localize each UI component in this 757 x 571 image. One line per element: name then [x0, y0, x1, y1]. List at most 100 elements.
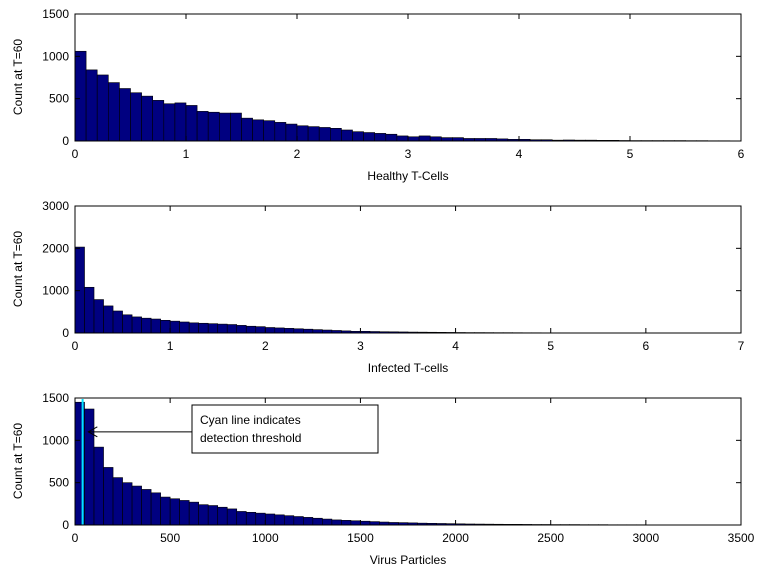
healthy-tcells-bar-22 — [318, 127, 331, 142]
virus-particles-bar-24 — [303, 517, 314, 526]
virus-particles-bar-1 — [84, 408, 95, 526]
infected-tcells-bar-20 — [264, 327, 276, 334]
virus-particles-xtick-label-3: 1500 — [347, 531, 374, 545]
healthy-tcells-bar-8 — [163, 103, 176, 142]
virus-particles-bar-2 — [93, 446, 104, 526]
healthy-tcells-xtick-label-0: 0 — [72, 147, 79, 161]
virus-particles-bar-23 — [293, 516, 304, 526]
infected-tcells-xtick-label-7: 7 — [738, 339, 745, 353]
infected-tcells-bar-9 — [160, 319, 171, 334]
infected-tcells-bars — [74, 246, 742, 334]
virus-particles-bar-20 — [264, 513, 276, 526]
infected-tcells-ytick-label-1: 1000 — [42, 284, 69, 298]
infected-tcells-bar-13 — [198, 322, 209, 334]
annotation-line-1: Cyan line indicates — [200, 413, 301, 427]
healthy-tcells-bar-33 — [440, 137, 453, 142]
infected-tcells-xtick-label-6: 6 — [643, 339, 650, 353]
healthy-tcells-bar-1 — [85, 69, 98, 142]
virus-particles-bar-16 — [226, 508, 238, 526]
virus-particles-bar-25 — [312, 517, 323, 526]
infected-tcells-bar-1 — [84, 286, 95, 334]
healthy-tcells-bar-29 — [396, 135, 409, 142]
healthy-tcells-bar-28 — [385, 133, 398, 142]
infected-tcells-bar-21 — [274, 327, 285, 334]
healthy-tcells-ticks: 0 1 2 3 4 5 6 0 500 1000 1500 — [42, 7, 744, 161]
virus-particles-ticks: 0 500 1000 1500 2000 2500 3000 3500 0 500 1000 1500 — [42, 391, 754, 545]
virus-particles-bar-7 — [141, 489, 152, 526]
infected-tcells-bar-18 — [245, 325, 257, 334]
healthy-tcells-bar-16 — [252, 119, 265, 142]
infected-tcells-bar-0 — [74, 246, 85, 334]
healthy-tcells-bar-25 — [352, 131, 364, 142]
infected-tcells-histogram: 0 1 2 3 4 5 6 7 0 1000 2000 3000 Infected T-cells C… — [11, 199, 745, 375]
virus-particles-bar-10 — [169, 498, 180, 526]
virus-particles-bar-29 — [350, 520, 361, 526]
infected-tcells-bar-8 — [150, 318, 161, 334]
infected-tcells-ytick-label-3: 3000 — [42, 199, 69, 213]
healthy-tcells-ytick-label-1: 500 — [49, 92, 69, 106]
virus-particles-bars — [74, 401, 742, 526]
threshold-annotation: Cyan line indicates detection threshold — [87, 404, 379, 454]
healthy-tcells-bar-11 — [196, 111, 209, 142]
virus-particles-bar-28 — [341, 520, 352, 526]
virus-particles-ytick-label-1: 500 — [49, 476, 69, 490]
virus-particles-bar-11 — [179, 500, 190, 526]
virus-particles-bar-15 — [217, 506, 228, 526]
infected-tcells-bar-22 — [284, 328, 295, 334]
virus-particles-axes-frame — [74, 397, 742, 526]
infected-tcells-bar-3 — [103, 305, 114, 334]
annotation-line-2: detection threshold — [200, 431, 301, 445]
virus-particles-xtick-label-0: 0 — [72, 531, 79, 545]
healthy-tcells-bars — [74, 50, 742, 142]
infected-tcells-xlabel: Infected T-cells — [368, 361, 448, 375]
healthy-tcells-bar-32 — [429, 136, 442, 142]
virus-particles-ytick-label-0: 0 — [62, 518, 69, 532]
healthy-tcells-bar-21 — [307, 126, 320, 142]
healthy-tcells-xtick-label-3: 3 — [405, 147, 412, 161]
virus-particles-bar-26 — [322, 518, 333, 526]
infected-tcells-ytick-label-2: 2000 — [42, 241, 69, 255]
infected-tcells-bar-6 — [131, 316, 142, 334]
virus-particles-bar-22 — [284, 515, 295, 526]
healthy-tcells-bar-23 — [329, 128, 342, 142]
infected-tcells-bar-19 — [255, 326, 266, 334]
virus-particles-bar-13 — [198, 504, 209, 526]
virus-particles-bar-9 — [160, 496, 171, 526]
virus-particles-ytick-label-3: 1500 — [42, 391, 69, 405]
healthy-tcells-bar-24 — [341, 129, 353, 142]
virus-particles-xtick-label-4: 2000 — [442, 531, 469, 545]
healthy-tcells-ytick-label-3: 1500 — [42, 7, 69, 21]
infected-tcells-bar-25 — [312, 329, 323, 334]
infected-tcells-xtick-label-0: 0 — [72, 339, 79, 353]
healthy-tcells-bar-26 — [363, 132, 376, 142]
healthy-tcells-bar-0 — [74, 50, 87, 142]
infected-tcells-bar-14 — [207, 323, 219, 334]
healthy-tcells-bar-13 — [219, 112, 231, 142]
virus-particles-ylabel: Count at T=60 — [11, 423, 25, 499]
healthy-tcells-xtick-label-1: 1 — [183, 147, 190, 161]
infected-tcells-bar-15 — [217, 323, 228, 334]
virus-particles-bar-12 — [188, 501, 199, 526]
virus-particles-bar-27 — [331, 519, 342, 526]
infected-tcells-bar-5 — [122, 314, 133, 334]
virus-particles-histogram: 0 500 1000 1500 2000 2500 3000 3500 0 500 1000 1500… — [11, 391, 755, 567]
infected-tcells-ytick-label-0: 0 — [62, 326, 69, 340]
virus-particles-bar-14 — [207, 505, 219, 526]
virus-particles-ytick-label-2: 1000 — [42, 433, 69, 447]
virus-particles-xtick-label-5: 2500 — [537, 531, 564, 545]
infected-tcells-xtick-label-4: 4 — [452, 339, 459, 353]
healthy-tcells-xtick-label-6: 6 — [738, 147, 745, 161]
healthy-tcells-bar-15 — [241, 117, 253, 142]
healthy-tcells-bar-34 — [452, 137, 464, 142]
healthy-tcells-bar-18 — [274, 122, 287, 142]
healthy-tcells-xtick-label-4: 4 — [516, 147, 523, 161]
healthy-tcells-ylabel: Count at T=60 — [11, 39, 25, 115]
healthy-tcells-bar-4 — [119, 88, 131, 142]
infected-tcells-bar-7 — [141, 317, 152, 334]
infected-tcells-bar-12 — [188, 322, 199, 334]
infected-tcells-xtick-label-3: 3 — [357, 339, 364, 353]
infected-tcells-bar-24 — [303, 328, 314, 334]
healthy-tcells-bar-27 — [374, 133, 387, 142]
healthy-tcells-bar-2 — [96, 74, 109, 142]
